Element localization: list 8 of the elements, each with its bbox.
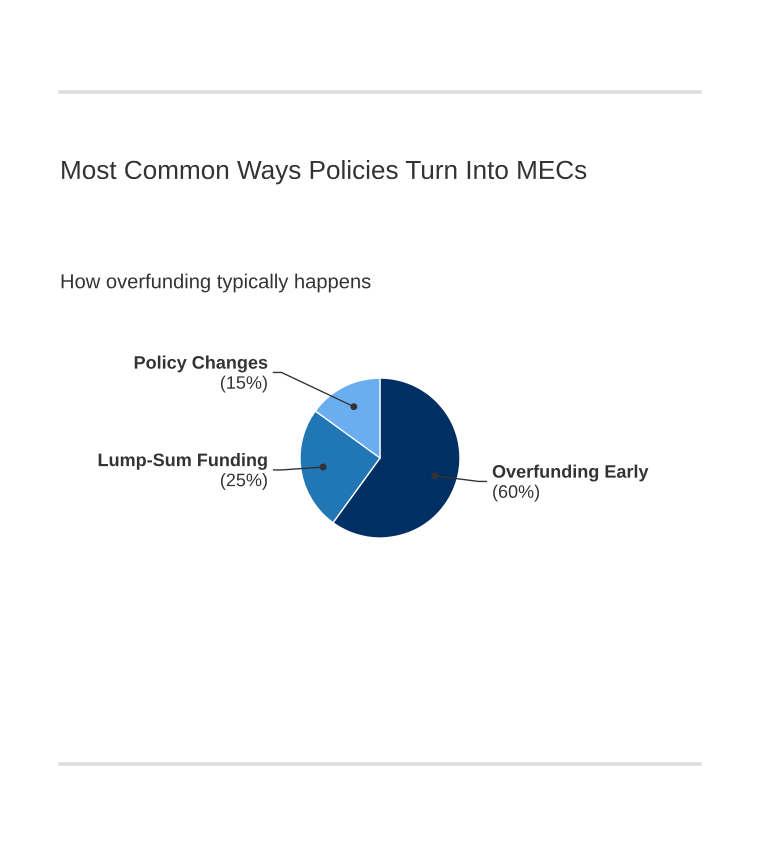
slice-label: Lump-Sum Funding bbox=[98, 452, 267, 470]
data-label: (15%) bbox=[220, 376, 267, 392]
chart-subtitle: How overfunding typically happens bbox=[62, 274, 370, 292]
slice-label: Overfunding Early bbox=[492, 464, 648, 482]
data-label: (25%) bbox=[220, 473, 267, 490]
slice-label: Policy Changes bbox=[134, 356, 268, 372]
data-label: (60%) bbox=[493, 484, 540, 502]
chart-title: Most Common Ways Policies Turn Into MECs bbox=[62, 160, 586, 184]
